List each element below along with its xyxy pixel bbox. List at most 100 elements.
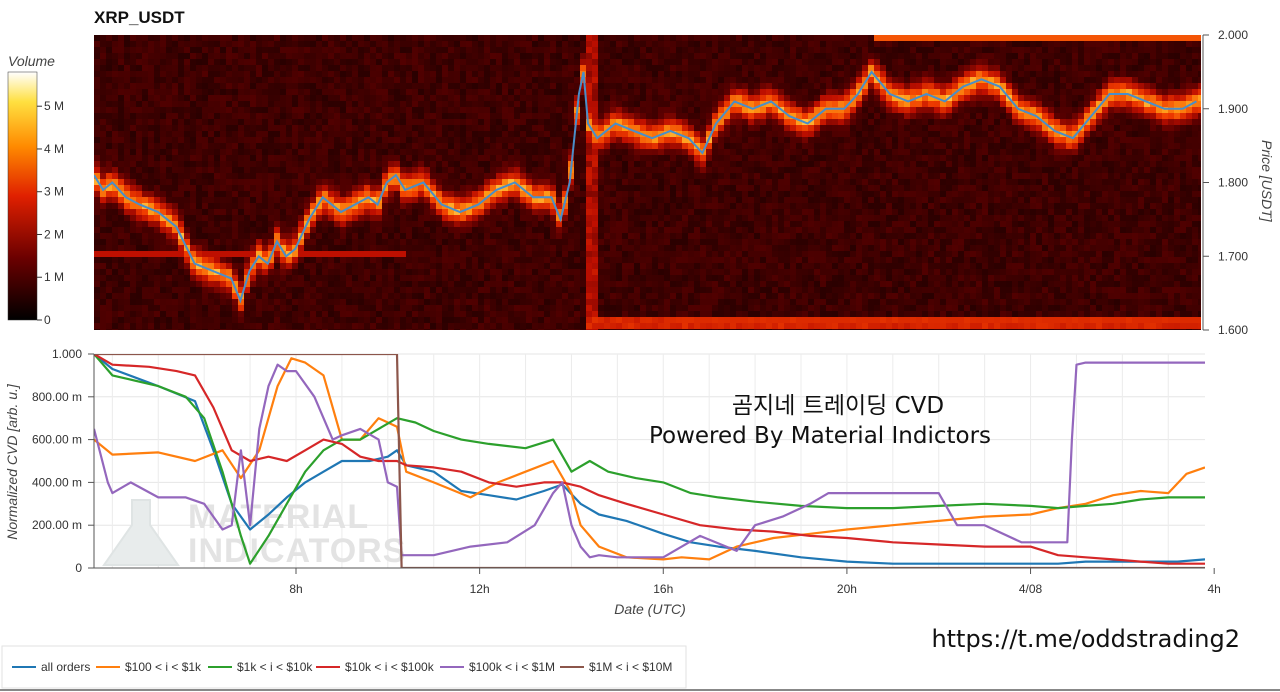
heatmap-cell xyxy=(514,167,521,174)
heatmap-cell xyxy=(202,143,209,150)
heatmap-cell xyxy=(442,95,449,102)
heatmap-cell xyxy=(280,179,287,186)
heatmap-cell xyxy=(364,155,371,162)
heatmap-cell xyxy=(316,329,323,330)
heatmap-cell xyxy=(628,251,635,258)
heatmap-cell xyxy=(556,155,563,162)
heatmap-cell xyxy=(370,227,377,234)
heatmap-cell xyxy=(562,203,569,210)
heatmap-cell xyxy=(196,251,203,258)
heatmap-cell xyxy=(124,197,131,204)
heatmap-cell xyxy=(280,311,287,318)
heatmap-cell xyxy=(664,161,671,168)
heatmap-cell xyxy=(562,137,569,144)
heatmap-cell xyxy=(562,215,569,222)
heatmap-cell xyxy=(202,95,209,102)
heatmap-cell xyxy=(496,53,503,60)
heatmap-cell xyxy=(226,263,233,270)
heatmap-cell xyxy=(514,233,521,240)
heatmap-cell xyxy=(478,317,485,324)
heatmap-cell xyxy=(472,131,479,138)
heatmap-cell xyxy=(472,71,479,78)
heatmap-cell xyxy=(484,329,491,330)
heatmap-cell xyxy=(112,83,119,90)
heatmap-cell xyxy=(346,83,353,90)
heatmap-cell xyxy=(478,293,485,300)
heatmap-cell xyxy=(466,167,473,174)
heatmap-cell xyxy=(400,119,407,126)
heatmap-cell xyxy=(184,239,191,246)
heatmap-cell xyxy=(442,125,449,132)
heatmap-cell xyxy=(370,41,377,48)
heatmap-cell xyxy=(358,125,365,132)
heatmap-cell xyxy=(580,125,587,132)
heatmap-cell xyxy=(454,155,461,162)
heatmap-cell xyxy=(514,143,521,150)
heatmap-cell xyxy=(598,203,605,210)
heatmap-cell xyxy=(388,35,395,42)
heatmap-cell xyxy=(652,203,659,210)
heatmap-cell xyxy=(112,215,119,222)
heatmap-cell xyxy=(442,137,449,144)
heatmap-cell xyxy=(364,221,371,228)
heatmap-cell xyxy=(658,137,665,144)
heatmap-cell xyxy=(532,197,539,204)
heatmap-cell xyxy=(676,35,683,42)
heatmap-cell xyxy=(640,209,647,216)
heatmap-cell xyxy=(664,263,671,270)
heatmap-cell xyxy=(652,251,659,258)
heatmap-cell xyxy=(688,113,695,120)
heatmap-cell xyxy=(388,137,395,144)
heatmap-cell xyxy=(346,191,353,198)
heatmap-cell xyxy=(448,209,455,216)
heatmap-cell xyxy=(508,65,515,72)
heatmap-cell xyxy=(634,305,641,312)
heatmap-cell xyxy=(136,311,143,318)
heatmap-cell xyxy=(676,227,683,234)
heatmap-cell xyxy=(280,221,287,228)
heatmap-cell xyxy=(130,257,137,264)
heatmap-cell xyxy=(508,203,515,210)
heatmap-cell xyxy=(166,305,173,312)
heatmap-cell xyxy=(208,245,215,252)
heatmap-cell xyxy=(256,305,263,312)
heatmap-cell xyxy=(406,83,413,90)
heatmap-cell xyxy=(112,269,119,276)
heatmap-cell xyxy=(214,311,221,318)
heatmap-cell xyxy=(484,197,491,204)
heatmap-cell xyxy=(208,83,215,90)
heatmap-cell xyxy=(250,149,257,156)
heatmap-cell xyxy=(130,125,137,132)
heatmap-cell xyxy=(502,209,509,216)
heatmap-cell xyxy=(604,53,611,60)
heatmap-cell xyxy=(448,131,455,138)
heatmap-cell xyxy=(580,47,587,54)
heatmap-cell xyxy=(244,287,251,294)
heatmap-cell xyxy=(196,299,203,306)
heatmap-cell xyxy=(448,137,455,144)
heatmap-cell xyxy=(112,65,119,72)
heatmap-cell xyxy=(184,35,191,42)
heatmap-cell xyxy=(280,293,287,300)
heatmap-cell xyxy=(94,113,101,120)
heatmap-cell xyxy=(502,281,509,288)
heatmap-cell xyxy=(220,143,227,150)
heatmap-cell xyxy=(364,71,371,78)
heatmap-cell xyxy=(124,167,131,174)
heatmap-cell xyxy=(616,131,623,138)
heatmap-cell xyxy=(640,293,647,300)
heatmap-cell xyxy=(304,155,311,162)
heatmap-cell xyxy=(346,233,353,240)
heatmap-cell xyxy=(466,173,473,180)
heatmap-cell xyxy=(352,143,359,150)
heatmap-cell xyxy=(382,155,389,162)
heatmap-cell xyxy=(676,257,683,264)
heatmap-cell xyxy=(460,41,467,48)
heatmap-cell xyxy=(226,83,233,90)
heatmap-cell xyxy=(106,149,113,156)
heatmap-cell xyxy=(334,101,341,108)
heatmap-cell xyxy=(274,125,281,132)
heatmap-cell xyxy=(148,191,155,198)
heatmap-cell xyxy=(136,275,143,282)
heatmap-cell xyxy=(520,263,527,270)
